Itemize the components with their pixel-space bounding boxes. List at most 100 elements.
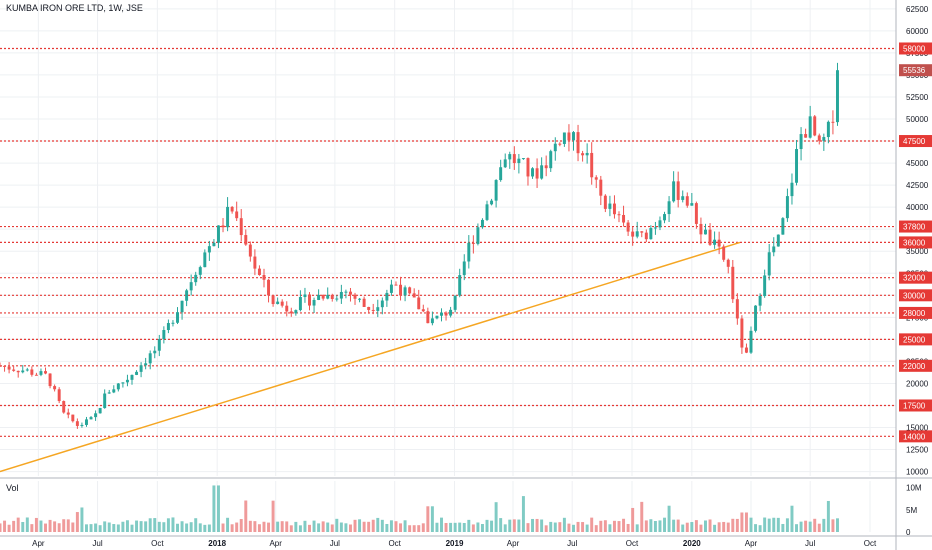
candle-body	[112, 389, 116, 393]
volume-bar	[157, 521, 161, 532]
volume-bar	[572, 524, 575, 532]
level-badge-label: 36000	[903, 238, 926, 247]
candle-body	[248, 244, 252, 257]
candle-body	[189, 282, 193, 291]
candle-body	[162, 330, 166, 340]
candle-body	[253, 256, 257, 269]
volume-bar	[112, 524, 116, 532]
candle-body	[836, 70, 839, 123]
candle-body	[608, 203, 612, 209]
volume-bar	[239, 519, 243, 532]
volume-bar	[198, 523, 202, 532]
candle-body	[480, 219, 484, 228]
volume-bar	[754, 524, 758, 532]
candle-body	[344, 291, 348, 293]
y-tick-label: 62500	[906, 5, 929, 14]
candle-body	[663, 214, 667, 221]
candle-body	[640, 231, 644, 233]
candle-body	[562, 132, 566, 144]
candle-body	[458, 275, 462, 296]
volume-bar	[135, 520, 139, 532]
y-tick-label: 10000	[906, 468, 929, 477]
candle-body	[494, 180, 498, 201]
x-tick-label: Apr	[32, 539, 45, 548]
x-tick-label: Apr	[745, 539, 758, 548]
x-tick-label: Apr	[269, 539, 282, 548]
candle-body	[517, 158, 521, 164]
volume-bar	[435, 522, 439, 532]
volume-bar	[717, 522, 721, 532]
candle-body	[389, 284, 393, 293]
candle-body	[399, 284, 403, 296]
volume-bar	[444, 522, 448, 532]
volume-bar	[62, 519, 66, 532]
volume-bars	[0, 485, 839, 532]
volume-bar	[189, 522, 193, 532]
level-badge-label: 28000	[903, 309, 926, 318]
volume-bar	[599, 520, 603, 532]
candle-body	[276, 301, 280, 305]
candle-body	[3, 365, 7, 367]
volume-bar	[21, 522, 25, 532]
volume-bar	[403, 520, 407, 532]
candle-body	[672, 181, 676, 202]
candle-body	[385, 292, 389, 301]
volume-bar	[517, 519, 521, 532]
volume-bar	[699, 524, 703, 532]
volume-bar	[817, 523, 821, 532]
volume-bar	[767, 518, 771, 532]
volume-bar	[144, 521, 148, 532]
volume-bar	[781, 523, 785, 532]
candle-body	[776, 234, 780, 247]
volume-bar	[121, 521, 125, 532]
candle-body	[226, 206, 230, 228]
volume-bar	[376, 517, 380, 532]
candle-body	[526, 158, 530, 177]
candle-body	[44, 371, 47, 374]
candle-body	[690, 203, 694, 206]
volume-bar	[704, 520, 707, 532]
candle-body	[7, 366, 11, 370]
volume-bar	[836, 518, 839, 532]
volume-bar	[408, 525, 412, 532]
candle-body	[39, 371, 43, 375]
volume-bar	[358, 519, 362, 532]
volume-bar	[153, 518, 157, 532]
volume-bar	[808, 521, 812, 532]
volume-bar	[57, 523, 61, 532]
volume-bar	[813, 518, 817, 532]
last-price-label: 55536	[903, 66, 926, 75]
candle-body	[508, 154, 512, 160]
candle-body	[808, 116, 812, 138]
y-tick-label: 20000	[906, 379, 929, 388]
volume-bar	[617, 521, 621, 532]
volume-bar	[130, 524, 134, 532]
candle-body	[722, 246, 726, 260]
grid	[0, 0, 896, 532]
candle-body	[116, 383, 120, 390]
candle-body	[622, 214, 626, 223]
volume-bar	[467, 519, 471, 532]
level-badge-label: 22000	[903, 362, 926, 371]
volume-bar	[344, 523, 348, 532]
candle-body	[781, 218, 785, 235]
volume-tick-label: 10M	[906, 484, 922, 493]
volume-tick-label: 0	[906, 528, 911, 537]
candle-body	[726, 259, 730, 267]
candle-body	[257, 268, 261, 276]
candle-body	[244, 235, 248, 245]
candle-body	[417, 297, 421, 310]
candle-body	[84, 419, 88, 425]
level-badge-label: 32000	[903, 274, 926, 283]
candle-body	[453, 295, 457, 310]
candle-body	[121, 382, 125, 384]
candle-body	[330, 294, 334, 299]
x-tick-label: Apr	[507, 539, 520, 548]
volume-bar	[367, 521, 371, 532]
level-badge-label: 47500	[903, 137, 926, 146]
volume-bar	[449, 522, 453, 532]
candle-body	[12, 369, 16, 371]
volume-bar	[667, 505, 671, 532]
volume-bar	[399, 523, 403, 532]
